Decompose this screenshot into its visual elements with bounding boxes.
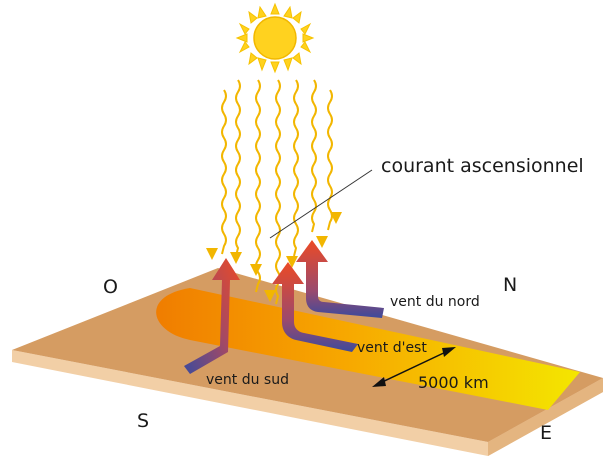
- compass-south-label: S: [137, 410, 149, 432]
- north-wind-label: vent du nord: [390, 294, 480, 310]
- distance-double-arrow: [372, 347, 456, 387]
- radiation-rays: [221, 79, 333, 305]
- east-wind-label: vent d'est: [357, 340, 427, 356]
- updraft-label: courant ascensionnel: [381, 155, 584, 177]
- updraft-leader-line: [269, 169, 373, 239]
- wavy-ray-arrow-icon: [327, 89, 333, 231]
- heat-zone-band: [156, 288, 580, 410]
- wavy-ray-arrow-icon: [311, 79, 317, 233]
- compass-west-label: O: [103, 276, 118, 298]
- compass-east-label: E: [540, 422, 552, 444]
- south-wind-label: vent du sud: [206, 372, 289, 388]
- wavy-ray-arrow-icon: [221, 89, 227, 255]
- wavy-ray-arrow-icon: [255, 79, 261, 293]
- compass-north-label: N: [503, 274, 517, 296]
- ground-side-face: [488, 378, 603, 456]
- east-wind-arrow: [272, 262, 358, 352]
- wavy-ray-arrow-icon: [275, 79, 281, 305]
- sun-icon: [235, 2, 315, 74]
- south-wind-arrow: [184, 258, 240, 374]
- wavy-ray-arrow-icon: [235, 79, 241, 257]
- wavy-ray-arrow-icon: [293, 79, 299, 257]
- distance-label: 5000 km: [418, 373, 489, 392]
- ray-arrowheads: [206, 212, 342, 302]
- north-wind-arrow: [296, 240, 384, 318]
